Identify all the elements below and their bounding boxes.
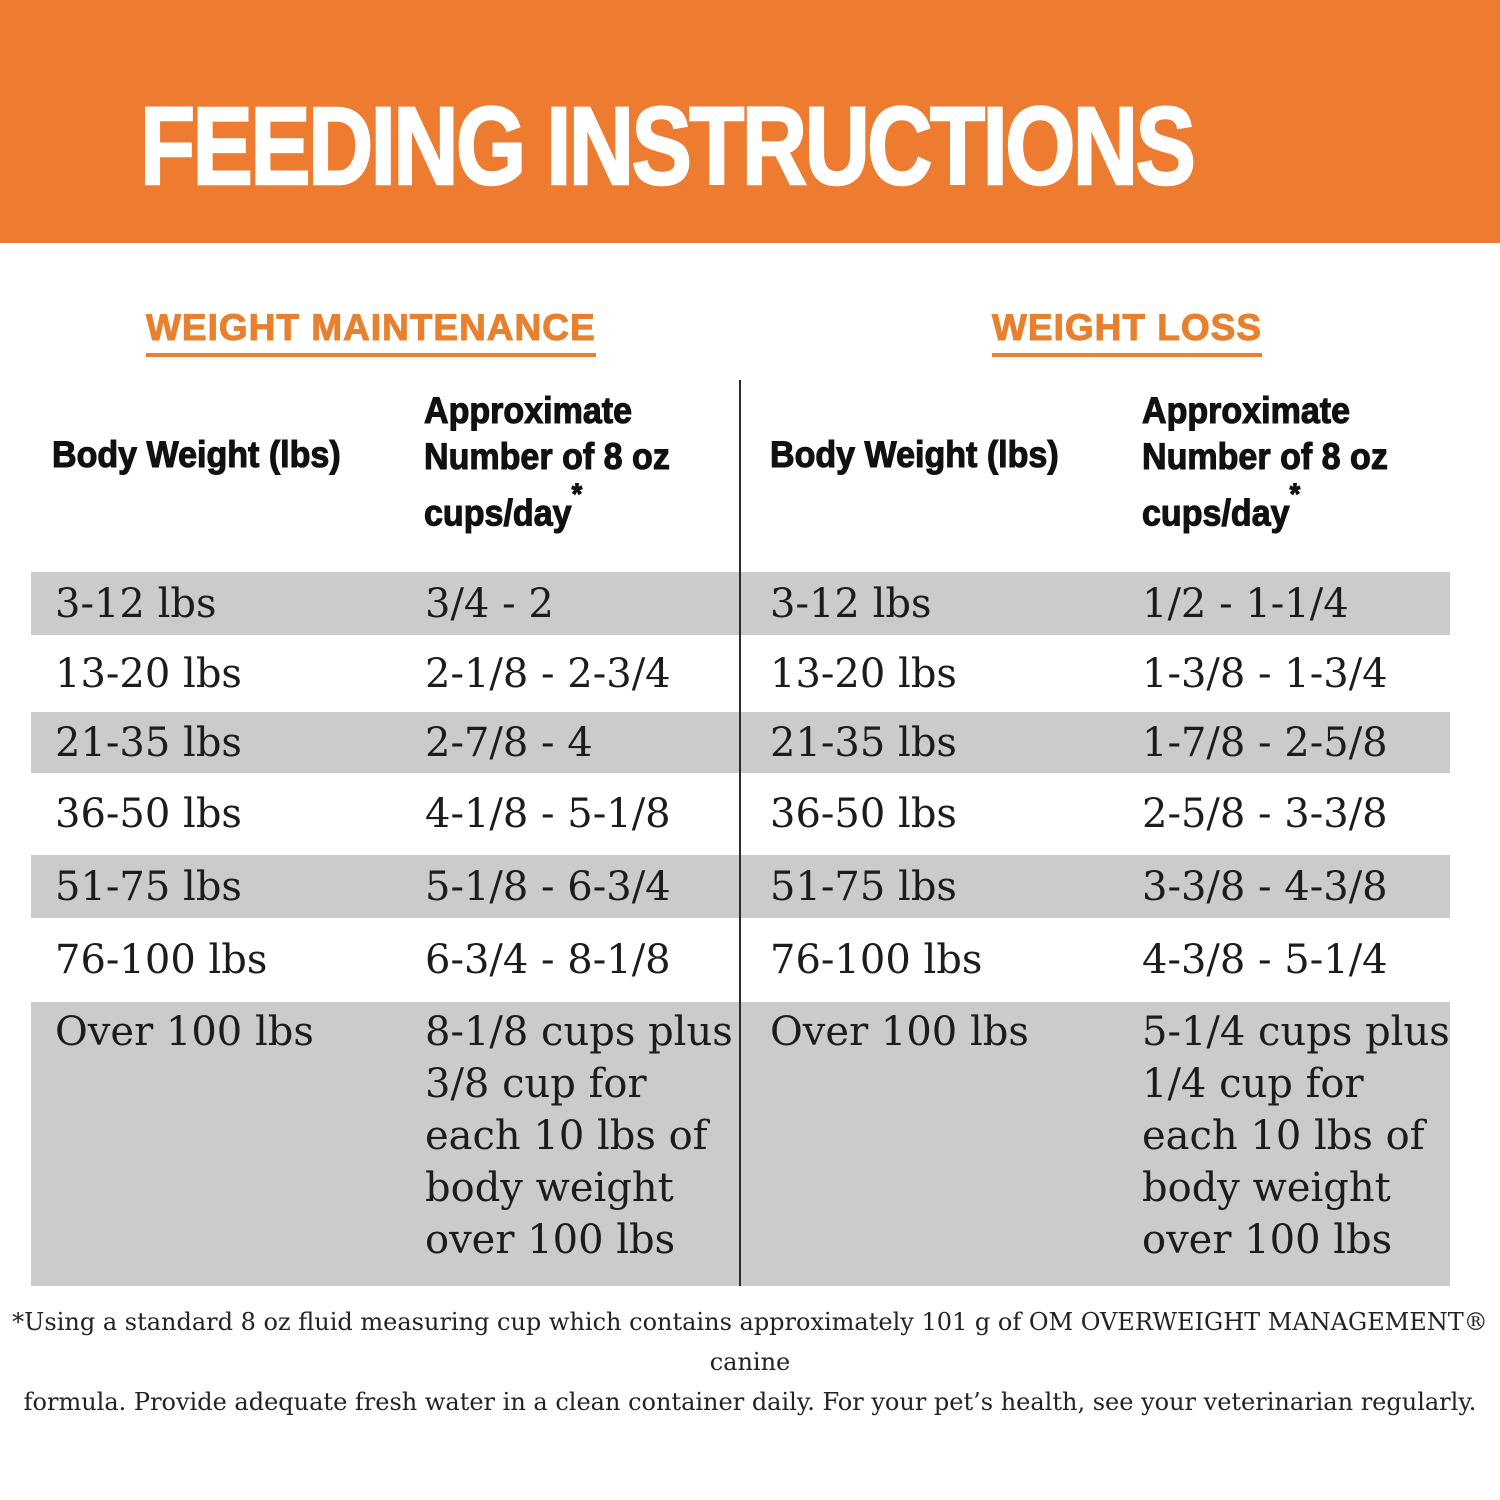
table-row: 76-100 lbs 6-3/4 - 8-1/8 76-100 lbs 4-3/… bbox=[31, 918, 1450, 1002]
cups-header-text: Approximate Number of 8 oz cups/day bbox=[423, 389, 670, 534]
loss-weight-cell: 51-75 lbs bbox=[770, 863, 957, 910]
column-header-cups-loss: Approximate Number of 8 oz cups/day* bbox=[1141, 388, 1388, 536]
maintenance-cups-cell: 4-1/8 - 5-1/8 bbox=[425, 791, 671, 837]
loss-weight-cell: 76-100 lbs bbox=[770, 937, 983, 983]
maintenance-cups-cell: 2-7/8 - 4 bbox=[425, 719, 593, 766]
maintenance-cups-cell: 8-1/8 cups plus 3/8 cup for each 10 lbs … bbox=[425, 1009, 733, 1263]
maintenance-weight-cell: 76-100 lbs bbox=[55, 937, 268, 983]
maintenance-cups-cell: 3/4 - 2 bbox=[425, 580, 554, 627]
section-heading-weight-maintenance: WEIGHT MAINTENANCE bbox=[146, 306, 596, 358]
loss-cups-cell: 1/2 - 1-1/4 bbox=[1142, 580, 1349, 627]
cups-header-text: Approximate Number of 8 oz cups/day bbox=[1141, 389, 1388, 534]
table-row: 36-50 lbs 4-1/8 - 5-1/8 36-50 lbs 2-5/8 … bbox=[31, 773, 1450, 855]
loss-weight-cell: 3-12 lbs bbox=[770, 580, 932, 627]
loss-cups-cell: 1-3/8 - 1-3/4 bbox=[1142, 650, 1388, 697]
loss-cups-cell: 1-7/8 - 2-5/8 bbox=[1142, 719, 1388, 766]
table-row: 13-20 lbs 2-1/8 - 2-3/4 13-20 lbs 1-3/8 … bbox=[31, 635, 1450, 712]
maintenance-weight-cell: 21-35 lbs bbox=[55, 719, 242, 766]
loss-weight-cell: 13-20 lbs bbox=[770, 650, 957, 697]
maintenance-weight-cell: 13-20 lbs bbox=[55, 650, 242, 697]
loss-cups-cell: 3-3/8 - 4-3/8 bbox=[1142, 863, 1388, 910]
column-header-cups-maintenance: Approximate Number of 8 oz cups/day* bbox=[423, 388, 670, 536]
loss-weight-cell: 21-35 lbs bbox=[770, 719, 957, 766]
maintenance-cups-cell: 2-1/8 - 2-3/4 bbox=[425, 650, 671, 697]
maintenance-cups-cell: 5-1/8 - 6-3/4 bbox=[425, 863, 671, 910]
column-header-body-weight-loss: Body Weight (lbs) bbox=[769, 433, 1059, 475]
maintenance-weight-cell: 51-75 lbs bbox=[55, 863, 242, 910]
loss-cups-cell: 4-3/8 - 5-1/4 bbox=[1142, 937, 1388, 983]
maintenance-cups-cell: 6-3/4 - 8-1/8 bbox=[425, 937, 671, 983]
loss-weight-cell: Over 100 lbs bbox=[770, 1009, 1029, 1055]
page-title: FEEDING INSTRUCTIONS bbox=[139, 85, 1197, 208]
maintenance-weight-cell: 3-12 lbs bbox=[55, 580, 217, 627]
table-divider-line bbox=[739, 380, 741, 1286]
section-heading-weight-loss: WEIGHT LOSS bbox=[992, 306, 1262, 358]
footnote-text: *Using a standard 8 oz fluid measuring c… bbox=[12, 1308, 1488, 1416]
loss-cups-cell: 2-5/8 - 3-3/8 bbox=[1142, 791, 1388, 837]
loss-weight-cell: 36-50 lbs bbox=[770, 791, 957, 837]
header-banner: FEEDING INSTRUCTIONS bbox=[0, 0, 1500, 243]
column-header-body-weight-maintenance: Body Weight (lbs) bbox=[51, 433, 341, 475]
footnote-asterisk: * bbox=[1289, 477, 1301, 511]
loss-cups-cell: 5-1/4 cups plus 1/4 cup for each 10 lbs … bbox=[1142, 1009, 1450, 1263]
maintenance-weight-cell: 36-50 lbs bbox=[55, 791, 242, 837]
footnote-asterisk: * bbox=[571, 477, 583, 511]
maintenance-weight-cell: Over 100 lbs bbox=[55, 1009, 314, 1055]
